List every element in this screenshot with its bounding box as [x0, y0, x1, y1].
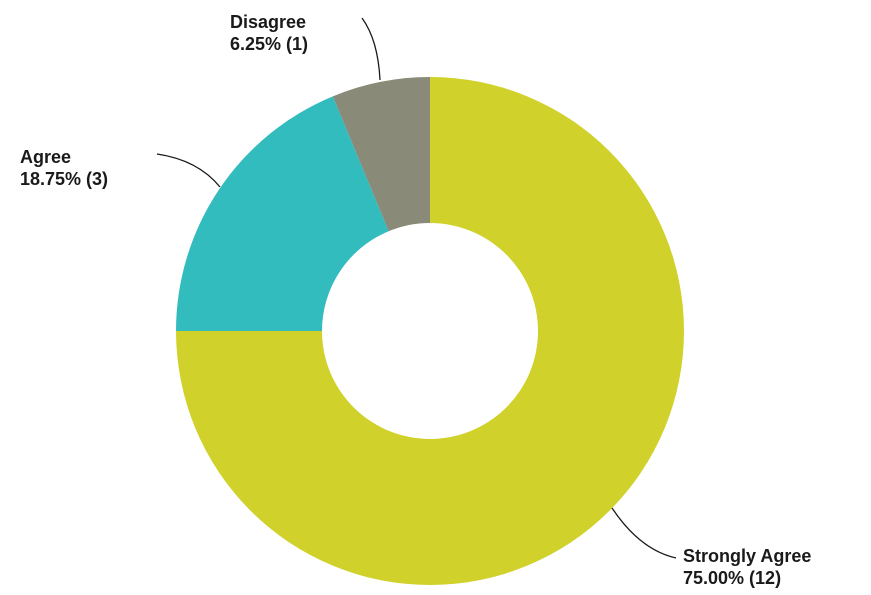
donut-slices: [176, 77, 684, 585]
leader-lines: [156, 17, 677, 559]
slice-strongly-agree: [176, 77, 684, 585]
slice-label-strongly-agree: Strongly Agree: [683, 546, 811, 566]
slice-label-disagree: Disagree: [230, 12, 306, 32]
leader-line-disagree: [361, 17, 381, 81]
slice-agree: [176, 96, 389, 332]
slice-disagree: [332, 77, 430, 232]
slice-label-agree: Agree: [20, 147, 71, 167]
slice-value-strongly-agree: 75.00% (12): [683, 568, 781, 588]
leader-line-strongly-agree: [611, 507, 677, 559]
leader-line-agree: [156, 153, 221, 188]
slice-value-disagree: 6.25% (1): [230, 34, 308, 54]
slice-value-agree: 18.75% (3): [20, 169, 108, 189]
